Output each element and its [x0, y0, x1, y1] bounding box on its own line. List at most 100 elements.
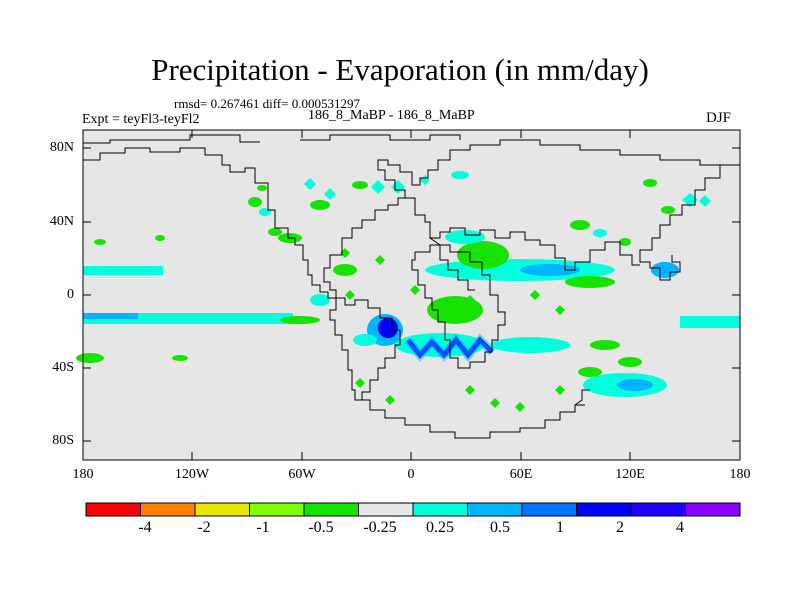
coastlines [83, 134, 740, 439]
anomaly-band [83, 313, 138, 319]
anomaly-diamond [355, 378, 365, 388]
experiment-label: Expt = teyFl3-teyFl2 [82, 112, 200, 127]
anomaly-diamond [490, 398, 500, 408]
anomaly-diamond [335, 265, 345, 275]
colorbar-swatch [140, 502, 196, 517]
anomaly-band [83, 313, 293, 324]
anomaly-patch [643, 179, 657, 187]
lat-label-80s: 80S [52, 433, 74, 448]
coastline-africa [411, 244, 506, 369]
anomaly-diamond [385, 395, 395, 405]
colorbar-swatch [85, 502, 141, 517]
anomaly-diamond [555, 305, 565, 315]
anomaly-diamond [465, 385, 475, 395]
case-label: 186_8_MaBP - 186_8_MaBP [308, 108, 475, 123]
anomaly-diamond [465, 295, 475, 305]
colorbar-swatch [467, 502, 523, 517]
lon-label-180e: 180 [729, 467, 751, 482]
lon-label-60e: 60E [509, 467, 533, 482]
colorbar-swatch [412, 502, 468, 517]
anomaly-patch [310, 200, 330, 210]
colorbar-label: 4 [676, 519, 684, 536]
coastline-australia [574, 389, 590, 406]
colorbar-label: 0.25 [426, 519, 454, 536]
anomaly-patch [651, 262, 679, 278]
anomaly-diamond [410, 285, 420, 295]
anomaly-patch [353, 334, 377, 346]
anomaly-patch [661, 206, 675, 214]
lon-label-0: 0 [407, 467, 415, 482]
lon-label-180w: 180 [72, 467, 94, 482]
anomaly-diamond [345, 290, 355, 300]
lon-label-60w: 60W [288, 467, 316, 482]
colorbar-label: -2 [197, 519, 211, 536]
coastline-north [83, 134, 260, 144]
anomaly-diamond [324, 188, 336, 200]
lat-label-0: 0 [67, 287, 74, 302]
colorbar-label: 1 [556, 519, 564, 536]
anomaly-patch [618, 357, 642, 367]
coastline-europe [405, 197, 640, 271]
axis-ticks [82, 130, 741, 460]
anomaly-patch [259, 208, 271, 216]
lon-label-120e: 120E [615, 467, 645, 482]
colorbar-label: -4 [138, 519, 152, 536]
anomaly-diamond [555, 385, 565, 395]
coastline-north [639, 164, 740, 281]
anomaly-patch [378, 318, 398, 338]
anomaly-patch [578, 367, 602, 377]
colorbar-label: -0.25 [363, 519, 397, 536]
anomaly-patch [565, 276, 615, 288]
colorbar-swatch [685, 502, 741, 517]
colorbar-swatch [194, 502, 250, 517]
anomaly-patch [490, 337, 570, 353]
colorbar-swatch [576, 502, 632, 517]
colorbar [85, 502, 741, 517]
colorbar-label: -1 [256, 519, 270, 536]
anomaly-diamond [530, 290, 540, 300]
lat-label-40s: 40S [52, 360, 74, 375]
anomaly-band [83, 266, 163, 275]
anomaly-patch [310, 294, 330, 306]
anomaly-patch [268, 228, 282, 236]
anomaly-diamond [699, 195, 711, 207]
anomaly-patch [590, 340, 620, 350]
anomaly-diamond [515, 402, 525, 412]
lat-label-80n: 80N [49, 140, 74, 155]
anomaly-patch [280, 316, 320, 324]
anomaly-patch [155, 235, 165, 241]
anomaly-band [680, 316, 740, 328]
anomaly-patch [619, 238, 631, 246]
anomaly-patch [570, 220, 590, 230]
anomaly-patch [248, 197, 262, 207]
coastline-europe [429, 237, 475, 291]
colorbar-swatch [358, 502, 414, 517]
anomaly-patch [172, 355, 188, 361]
anomaly-diamond [371, 180, 385, 194]
colorbar-label: 0.5 [490, 519, 510, 536]
coastline-samerica [329, 297, 401, 401]
anomaly-patch [457, 241, 509, 269]
coastline-antarctica [362, 399, 585, 439]
anomaly-diamond [304, 178, 316, 190]
coastline-north [83, 139, 740, 299]
lat-label-40n: 40N [49, 214, 74, 229]
anomaly-diamond [682, 193, 698, 207]
colorbar-swatch [249, 502, 305, 517]
colorbar-label: 2 [616, 519, 624, 536]
coastline-north [300, 134, 461, 141]
anomaly-field [76, 171, 740, 412]
colorbar-swatch [303, 502, 359, 517]
season-label: DJF [706, 110, 732, 126]
colorbar-label: -0.5 [308, 519, 334, 536]
anomaly-patch [352, 181, 368, 189]
colorbar-swatch [521, 502, 577, 517]
stats-line: rmsd= 0.267461 diff= 0.000531297 [174, 96, 360, 111]
anomaly-patch [445, 230, 485, 244]
anomaly-diamond [375, 255, 385, 265]
lon-label-120w: 120W [174, 467, 210, 482]
anomaly-patch [593, 229, 607, 237]
anomaly-patch [617, 379, 653, 391]
anomaly-patch [94, 239, 106, 245]
